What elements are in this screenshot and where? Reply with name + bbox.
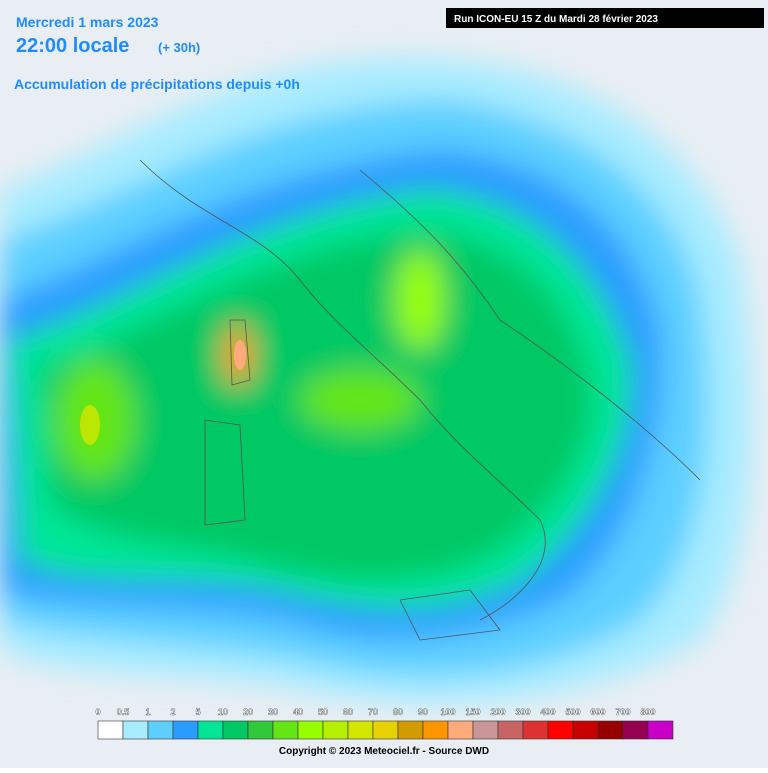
legend-label: 800	[640, 707, 655, 717]
legend-swatch	[597, 720, 624, 740]
legend-swatch	[197, 720, 224, 740]
legend-swatch	[447, 720, 474, 740]
legend-swatch	[422, 720, 449, 740]
legend-label: 700	[615, 707, 630, 717]
legend-label: 80	[393, 707, 403, 717]
legend-swatch	[547, 720, 574, 740]
legend-label: 5	[195, 707, 200, 717]
legend-label: 60	[343, 707, 353, 717]
legend-label: 500	[565, 707, 580, 717]
legend-label: 70	[368, 707, 378, 717]
date: Mercredi 1 mars 2023	[16, 14, 159, 30]
legend-label: 0.5	[117, 707, 130, 717]
legend-label: 100	[440, 707, 455, 717]
legend-swatch	[122, 720, 149, 740]
legend-swatch	[272, 720, 299, 740]
legend-swatch	[497, 720, 524, 740]
run-info: Run ICON-EU 15 Z du Mardi 28 février 202…	[454, 14, 658, 25]
legend-swatch	[147, 720, 174, 740]
legend-swatch	[297, 720, 324, 740]
legend-label: 40	[293, 707, 303, 717]
legend-swatch	[647, 720, 674, 740]
legend-swatch	[397, 720, 424, 740]
legend-swatch	[472, 720, 499, 740]
time: 22:00 locale	[16, 35, 129, 57]
legend-label: 30	[268, 707, 278, 717]
legend-label: 20	[243, 707, 253, 717]
coastlines	[139, 159, 701, 641]
legend-label: 400	[540, 707, 555, 717]
legend-label: 600	[590, 707, 605, 717]
legend-swatch	[572, 720, 599, 740]
subtitle: Accumulation de précipitations depuis +0…	[14, 76, 300, 92]
legend-label: 0	[95, 707, 100, 717]
legend-label: 1	[145, 707, 150, 717]
legend-label: 150	[465, 707, 480, 717]
legend-swatch	[347, 720, 374, 740]
offset: (+ 30h)	[158, 40, 200, 55]
copyright: Copyright © 2023 Meteociel.fr - Source D…	[279, 746, 489, 757]
legend-label: 10	[218, 707, 228, 717]
legend-swatch	[222, 720, 249, 740]
run-box	[446, 8, 764, 28]
legend-label: 2	[170, 707, 175, 717]
legend-swatch	[97, 720, 124, 740]
legend-swatch	[522, 720, 549, 740]
legend-swatch	[372, 720, 399, 740]
legend-label: 300	[515, 707, 530, 717]
legend-label: 50	[318, 707, 328, 717]
legend-swatch	[622, 720, 649, 740]
legend-label: 200	[490, 707, 505, 717]
legend-label: 90	[418, 707, 428, 717]
legend-swatch	[322, 720, 349, 740]
legend: 0 0.5 1 2 5 10 20 30 40 50 60 70 80 90 100 150 200 300 400…	[95, 707, 674, 740]
legend-swatch	[172, 720, 199, 740]
legend-swatch	[247, 720, 274, 740]
